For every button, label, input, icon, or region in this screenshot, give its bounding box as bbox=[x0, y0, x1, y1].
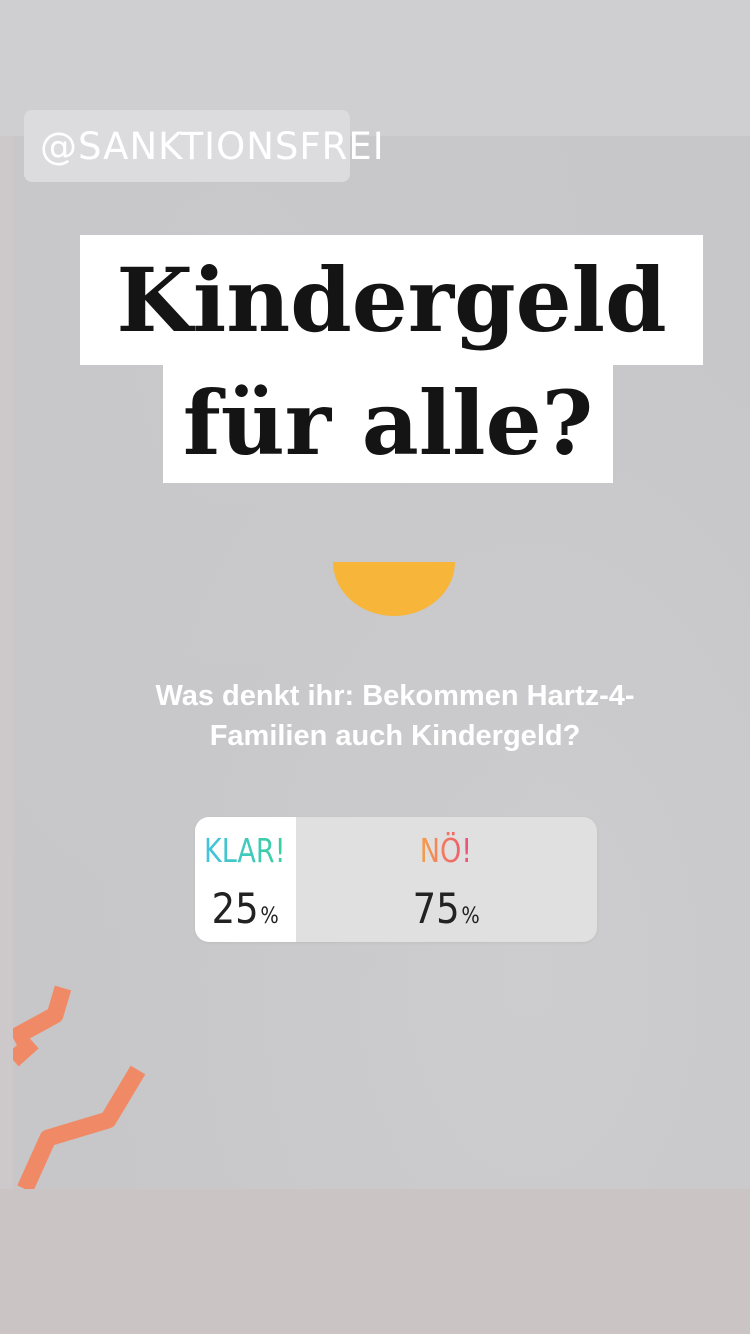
poll-option-noe[interactable]: NÖ! 75 % bbox=[295, 817, 597, 942]
percent-sign: % bbox=[260, 904, 279, 929]
percent-value: 75 bbox=[412, 884, 460, 933]
poll-option-label: NÖ! bbox=[419, 831, 473, 870]
bottom-band bbox=[0, 1189, 750, 1334]
mention-handle: @SANKTIONSFREI bbox=[40, 124, 385, 168]
poll-result-fill bbox=[195, 817, 296, 942]
poll-option-klar[interactable]: KLAR! 25 % bbox=[195, 817, 295, 942]
poll-option-percent: 25 % bbox=[211, 884, 278, 933]
poll-option-percent: 75 % bbox=[412, 884, 479, 933]
zigzag-decoration-icon bbox=[13, 985, 146, 1189]
headline-line-1: Kindergeld bbox=[80, 235, 703, 365]
percent-value: 25 bbox=[211, 884, 259, 933]
mention-sticker[interactable]: @SANKTIONSFREI bbox=[24, 110, 384, 182]
poll-sticker: KLAR! 25 % NÖ! 75 % bbox=[195, 817, 597, 942]
half-circle-bowl-icon bbox=[333, 562, 455, 616]
poll-option-label: KLAR! bbox=[204, 831, 286, 870]
percent-sign: % bbox=[461, 904, 480, 929]
headline-line-2: für alle? bbox=[163, 363, 613, 483]
poll-question: Was denkt ihr: Bekommen Hartz-4-Familien… bbox=[155, 680, 635, 752]
